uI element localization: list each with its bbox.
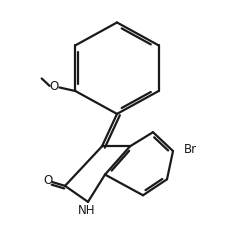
Text: NH: NH [78,204,96,217]
Text: O: O [43,174,52,187]
Text: Br: Br [184,143,197,156]
Text: O: O [50,81,59,93]
